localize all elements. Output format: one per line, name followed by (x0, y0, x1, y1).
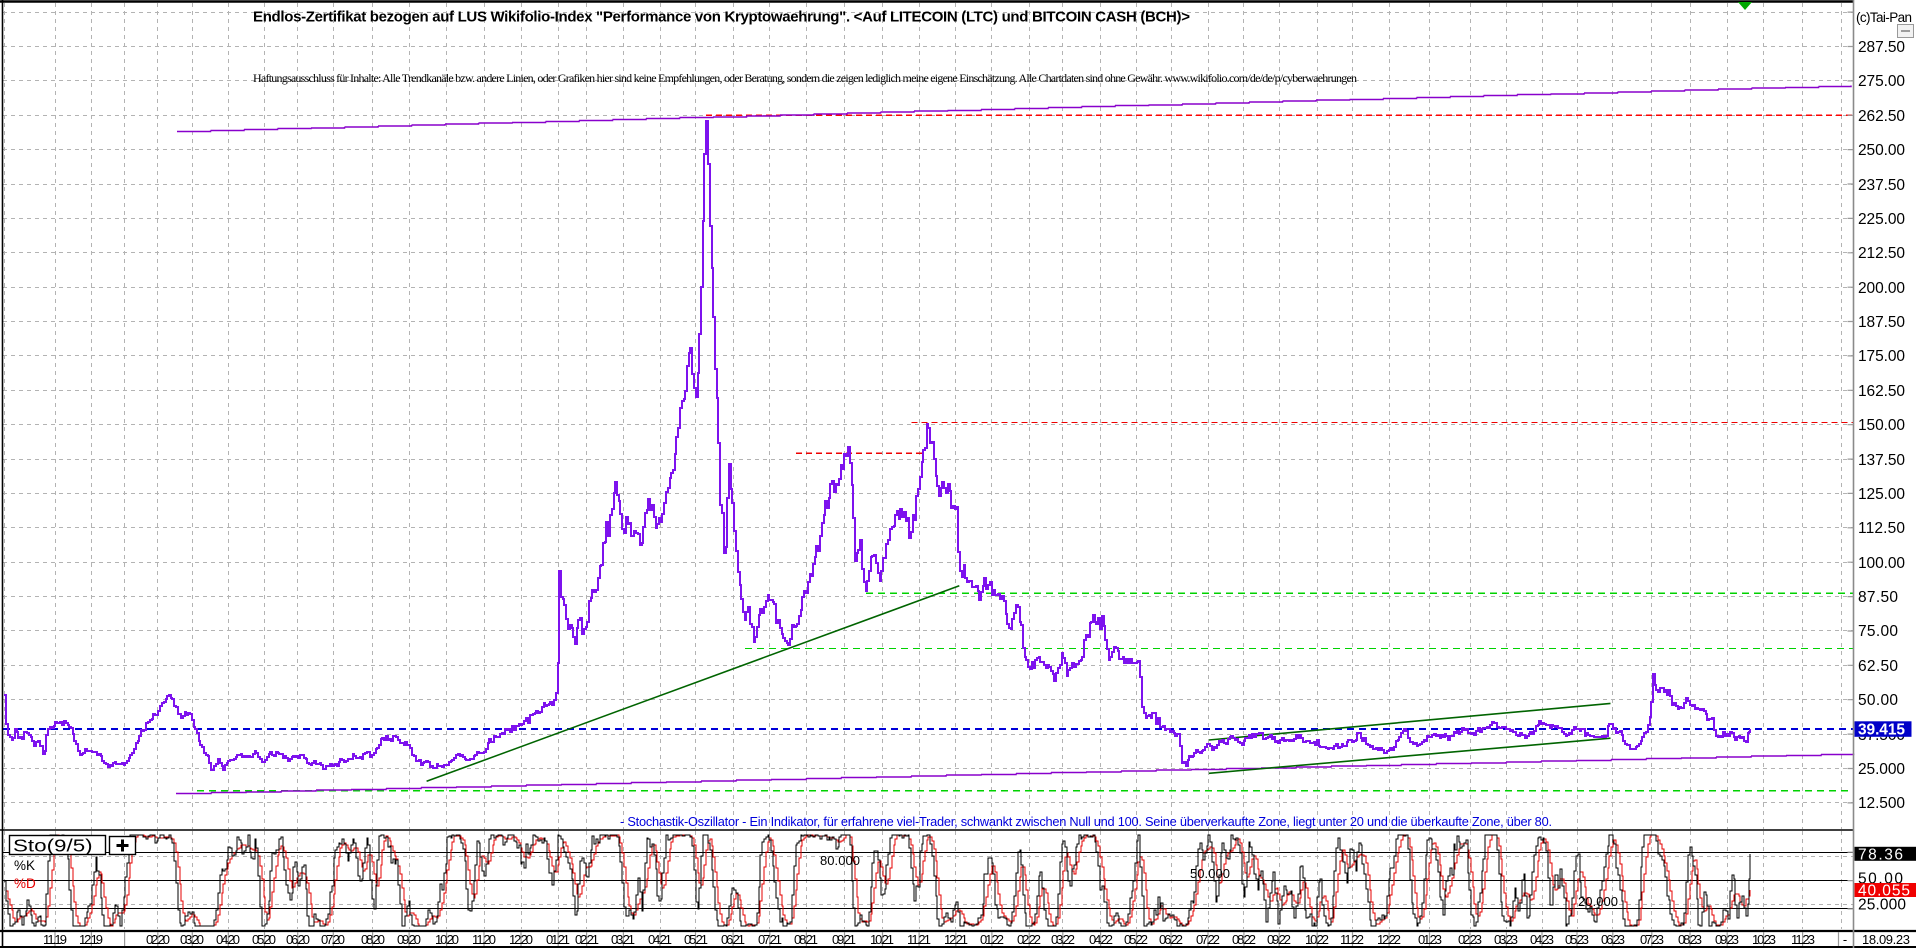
svg-text:01.22: 01.22 (980, 932, 1004, 947)
svg-text:05.22: 05.22 (1124, 932, 1148, 947)
svg-text:07.23: 07.23 (1640, 932, 1664, 947)
svg-text:01.23: 01.23 (1418, 932, 1442, 947)
svg-text:162.50: 162.50 (1858, 383, 1905, 400)
svg-text:06.22: 06.22 (1159, 932, 1183, 947)
svg-text:09.20: 09.20 (397, 932, 421, 947)
svg-text:(c)Tai-Pan: (c)Tai-Pan (1856, 10, 1912, 25)
svg-text:11.21: 11.21 (907, 932, 931, 947)
svg-text:10.21: 10.21 (870, 932, 894, 947)
svg-text:237.50: 237.50 (1858, 177, 1905, 194)
svg-text:02.23: 02.23 (1458, 932, 1482, 947)
svg-text:%K: %K (14, 858, 35, 873)
svg-text:75.00: 75.00 (1858, 623, 1898, 640)
svg-text:39.415: 39.415 (1858, 721, 1905, 738)
svg-text:12.19: 12.19 (79, 932, 103, 947)
svg-text:25.000: 25.000 (1858, 761, 1905, 778)
svg-text:10.22: 10.22 (1305, 932, 1329, 947)
svg-text:18.09.23: 18.09.23 (1862, 932, 1910, 947)
svg-text:09.23: 09.23 (1715, 932, 1739, 947)
svg-text:10.23: 10.23 (1752, 932, 1776, 947)
svg-text:12.21: 12.21 (944, 932, 968, 947)
svg-text:07.22: 07.22 (1196, 932, 1220, 947)
svg-text:250.00: 250.00 (1858, 142, 1905, 159)
svg-text:09.21: 09.21 (832, 932, 856, 947)
svg-text:12.20: 12.20 (509, 932, 533, 947)
svg-text:25.000: 25.000 (1858, 897, 1906, 914)
svg-text:80.000: 80.000 (820, 853, 860, 868)
svg-text:02.20: 02.20 (146, 932, 170, 947)
svg-text:05.20: 05.20 (252, 932, 276, 947)
svg-text:20.000: 20.000 (1578, 894, 1618, 909)
svg-text:187.50: 187.50 (1858, 314, 1905, 331)
svg-text:Haftungsausschluss für Inhalte: Haftungsausschluss für Inhalte: Alle Tre… (253, 71, 1357, 85)
svg-text:08.21: 08.21 (794, 932, 818, 947)
svg-text:200.00: 200.00 (1858, 280, 1905, 297)
svg-text:50.00: 50.00 (1858, 692, 1898, 709)
svg-text:262.50: 262.50 (1858, 108, 1905, 125)
svg-text:%D: %D (14, 876, 36, 891)
svg-text:04.21: 04.21 (648, 932, 672, 947)
svg-text:11.22: 11.22 (1340, 932, 1364, 947)
svg-text:11.19: 11.19 (43, 932, 67, 947)
svg-text:09.22: 09.22 (1267, 932, 1291, 947)
svg-text:08.23: 08.23 (1678, 932, 1702, 947)
svg-text:01.21: 01.21 (546, 932, 570, 947)
svg-text:225.00: 225.00 (1858, 211, 1905, 228)
svg-text:03.20: 03.20 (180, 932, 204, 947)
svg-text:07.21: 07.21 (758, 932, 782, 947)
svg-text:175.00: 175.00 (1858, 348, 1905, 365)
svg-text:-: - (1843, 932, 1847, 947)
svg-text:03.22: 03.22 (1051, 932, 1075, 947)
svg-text:78.36: 78.36 (1858, 846, 1903, 863)
svg-text:04.22: 04.22 (1089, 932, 1113, 947)
svg-text:03.23: 03.23 (1494, 932, 1518, 947)
svg-text:87.50: 87.50 (1858, 589, 1898, 606)
svg-text:03.21: 03.21 (611, 932, 635, 947)
svg-text:05.23: 05.23 (1565, 932, 1589, 947)
svg-text:04.23: 04.23 (1530, 932, 1554, 947)
svg-text:06.21: 06.21 (721, 932, 745, 947)
svg-text:287.50: 287.50 (1858, 39, 1905, 56)
svg-text:137.50: 137.50 (1858, 452, 1905, 469)
svg-text:112.50: 112.50 (1858, 520, 1905, 537)
svg-text:150.00: 150.00 (1858, 417, 1905, 434)
svg-text:02.22: 02.22 (1017, 932, 1041, 947)
svg-text:Sto(9/5): Sto(9/5) (13, 837, 93, 856)
svg-text:50.000: 50.000 (1190, 866, 1230, 881)
svg-text:02.21: 02.21 (575, 932, 599, 947)
svg-text:212.50: 212.50 (1858, 245, 1905, 262)
svg-text:62.50: 62.50 (1858, 658, 1898, 675)
svg-text:10.20: 10.20 (435, 932, 459, 947)
svg-text:- Stochastik-Oszillator - Ein: - Stochastik-Oszillator - Ein Indikator,… (620, 814, 1552, 829)
svg-text:05.21: 05.21 (684, 932, 708, 947)
svg-text:11.23: 11.23 (1791, 932, 1815, 947)
svg-text:06.20: 06.20 (286, 932, 310, 947)
svg-text:125.00: 125.00 (1858, 486, 1905, 503)
svg-text:40.055: 40.055 (1858, 883, 1910, 900)
svg-text:100.00: 100.00 (1858, 555, 1905, 572)
svg-text:06.23: 06.23 (1601, 932, 1625, 947)
svg-text:275.00: 275.00 (1858, 73, 1905, 90)
svg-text:08.20: 08.20 (361, 932, 385, 947)
svg-text:11.20: 11.20 (472, 932, 496, 947)
svg-text:12.500: 12.500 (1858, 795, 1905, 812)
svg-text:12.22: 12.22 (1377, 932, 1401, 947)
svg-text:04.20: 04.20 (216, 932, 240, 947)
svg-text:08.22: 08.22 (1232, 932, 1256, 947)
svg-text:07.20: 07.20 (321, 932, 345, 947)
svg-text:Endlos-Zertifikat bezogen auf: Endlos-Zertifikat bezogen auf LUS Wikifo… (253, 9, 1190, 26)
